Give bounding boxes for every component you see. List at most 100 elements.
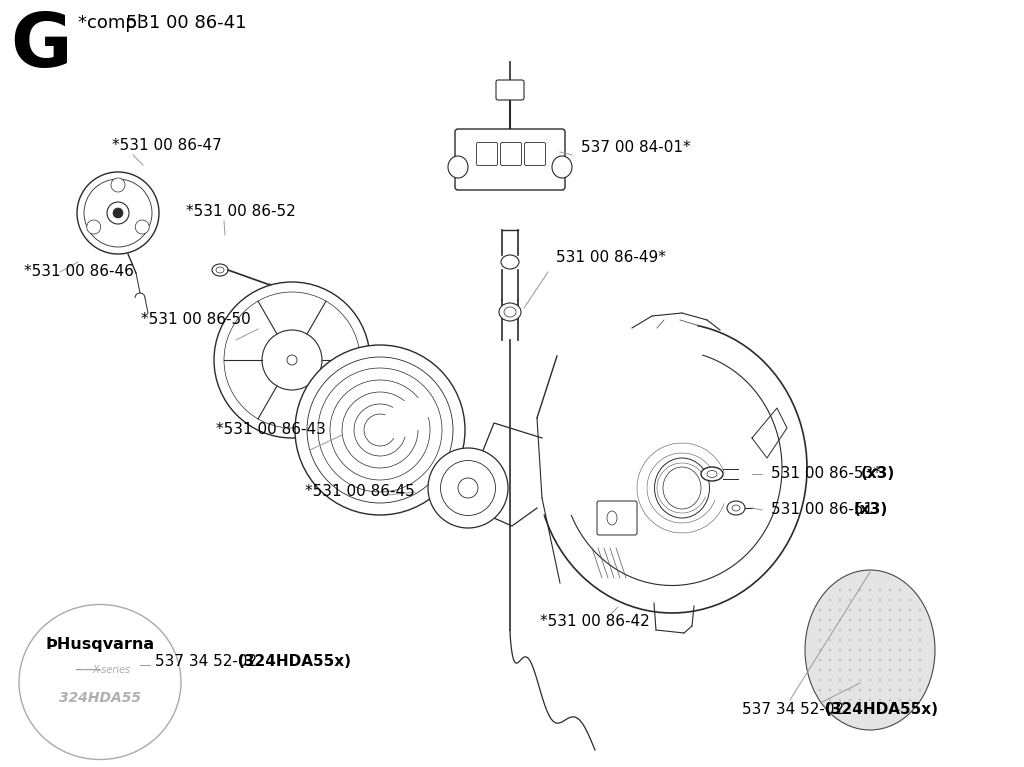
Text: ÞHusqvarna: ÞHusqvarna [45,637,155,651]
Ellipse shape [839,619,842,621]
Ellipse shape [868,639,871,641]
Ellipse shape [859,589,861,591]
Ellipse shape [849,589,851,591]
Text: G: G [10,10,72,83]
Text: ━━━━━━: ━━━━━━ [75,667,100,673]
Ellipse shape [805,570,935,730]
Ellipse shape [607,511,617,525]
Ellipse shape [919,689,922,691]
Ellipse shape [849,629,851,631]
Ellipse shape [889,609,891,611]
Ellipse shape [868,619,871,621]
Ellipse shape [839,609,842,611]
Ellipse shape [828,689,831,691]
Ellipse shape [727,501,745,515]
Ellipse shape [859,679,861,681]
Ellipse shape [819,609,821,611]
Ellipse shape [859,629,861,631]
Ellipse shape [899,679,901,681]
Ellipse shape [849,619,851,621]
Ellipse shape [879,709,882,711]
Ellipse shape [449,156,468,178]
Ellipse shape [849,669,851,671]
Ellipse shape [859,699,861,701]
Ellipse shape [849,639,851,641]
Ellipse shape [262,330,322,390]
Ellipse shape [889,649,891,651]
Ellipse shape [868,699,871,701]
Ellipse shape [849,659,851,661]
Ellipse shape [828,699,831,701]
Text: *531 00 86-45: *531 00 86-45 [305,485,415,499]
Ellipse shape [899,619,901,621]
Ellipse shape [879,689,882,691]
Ellipse shape [839,639,842,641]
Ellipse shape [908,669,911,671]
Ellipse shape [889,659,891,661]
Ellipse shape [839,699,842,701]
Ellipse shape [839,689,842,691]
Ellipse shape [919,629,922,631]
Ellipse shape [281,291,295,301]
Ellipse shape [839,629,842,631]
Ellipse shape [899,709,901,711]
FancyBboxPatch shape [524,143,546,166]
Ellipse shape [879,669,882,671]
Ellipse shape [919,659,922,661]
Ellipse shape [919,619,922,621]
Ellipse shape [908,649,911,651]
Ellipse shape [868,599,871,601]
Ellipse shape [889,679,891,681]
Ellipse shape [908,609,911,611]
Ellipse shape [908,599,911,601]
Ellipse shape [828,609,831,611]
Text: *531 00 86-50: *531 00 86-50 [141,312,251,328]
Ellipse shape [839,649,842,651]
Ellipse shape [84,179,152,247]
Ellipse shape [868,689,871,691]
Ellipse shape [899,609,901,611]
Ellipse shape [828,629,831,631]
Ellipse shape [307,357,453,503]
Ellipse shape [859,659,861,661]
Text: 537 00 84-01*: 537 00 84-01* [581,140,690,156]
Ellipse shape [849,599,851,601]
Ellipse shape [889,709,891,711]
Ellipse shape [828,649,831,651]
Ellipse shape [19,604,181,759]
Ellipse shape [428,448,508,528]
Ellipse shape [111,178,125,192]
Ellipse shape [899,629,901,631]
Ellipse shape [879,679,882,681]
Text: (324HDA55x): (324HDA55x) [825,703,939,717]
Ellipse shape [77,172,159,254]
Ellipse shape [919,679,922,681]
Text: 537 34 52-02: 537 34 52-02 [742,703,849,717]
Ellipse shape [879,699,882,701]
Ellipse shape [908,699,911,701]
Ellipse shape [879,599,882,601]
Ellipse shape [879,639,882,641]
Ellipse shape [828,619,831,621]
Ellipse shape [113,208,123,218]
Ellipse shape [828,659,831,661]
Ellipse shape [879,659,882,661]
Text: (x3): (x3) [860,466,895,482]
Ellipse shape [295,345,465,515]
Ellipse shape [87,220,100,234]
Ellipse shape [214,282,370,438]
Text: 531 00 86-49*: 531 00 86-49* [556,251,666,265]
Ellipse shape [828,669,831,671]
Ellipse shape [879,629,882,631]
Text: 531 00 86-53*: 531 00 86-53* [771,466,886,482]
Ellipse shape [839,709,842,711]
Ellipse shape [828,599,831,601]
Ellipse shape [819,669,821,671]
Ellipse shape [504,307,516,317]
Ellipse shape [839,659,842,661]
Ellipse shape [106,202,129,224]
FancyBboxPatch shape [496,80,524,100]
Text: (324HDA55x): (324HDA55x) [239,654,352,670]
Ellipse shape [701,467,723,481]
Ellipse shape [899,639,901,641]
